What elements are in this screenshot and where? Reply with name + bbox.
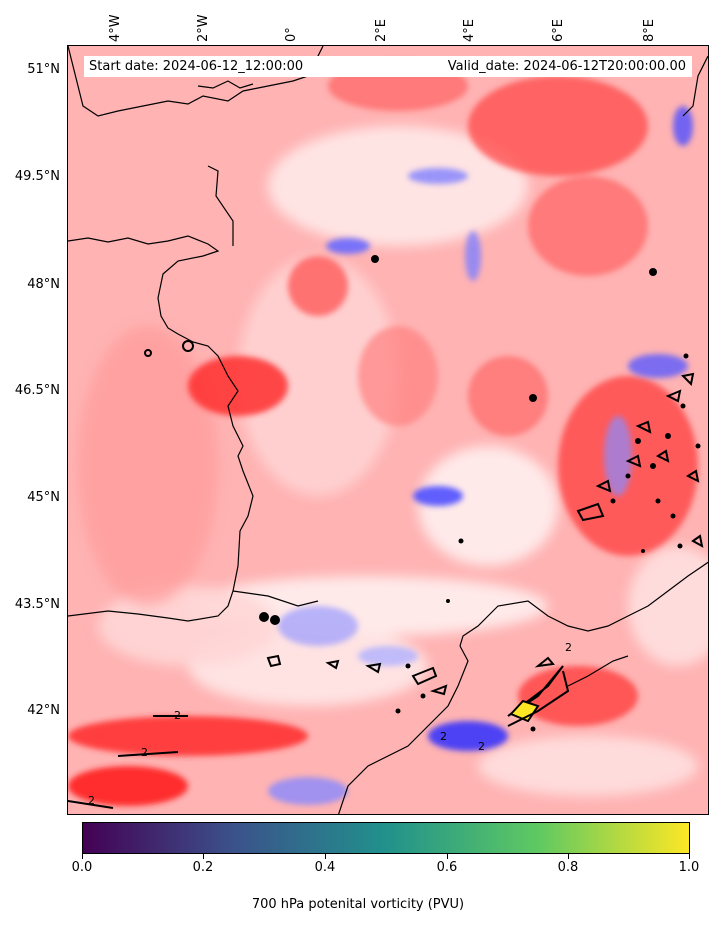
colorbar-tick-label: 0.4 bbox=[314, 860, 336, 875]
start-date-label: Start date: 2024-06-12_12:00:00 bbox=[89, 59, 304, 74]
colorbar-tick-label: 0.2 bbox=[192, 860, 214, 875]
lat-label-42n: 42°N bbox=[27, 703, 60, 718]
map-panel: 2 2 2 2 2 2 Start date: 2024-06-12_12:00… bbox=[67, 45, 709, 815]
lat-label-43-5n: 43.5°N bbox=[14, 597, 60, 612]
coastlines bbox=[68, 46, 708, 814]
colorbar-tick bbox=[689, 854, 690, 859]
lon-label-2e: 2°E bbox=[374, 19, 389, 42]
contour-labels: 2 2 2 2 2 2 bbox=[88, 641, 572, 807]
colorbar-tick bbox=[568, 854, 569, 859]
pv-contour-dots bbox=[395, 353, 701, 732]
colorbar-tick-label: 0.0 bbox=[71, 860, 93, 875]
colorbar bbox=[82, 822, 690, 854]
lon-label-8e: 8°E bbox=[642, 19, 657, 42]
svg-text:2: 2 bbox=[174, 709, 181, 722]
date-info-box: Start date: 2024-06-12_12:00:00 Valid_da… bbox=[84, 56, 692, 77]
colorbar-tick bbox=[325, 854, 326, 859]
svg-text:2: 2 bbox=[440, 730, 447, 743]
svg-text:2: 2 bbox=[478, 740, 485, 753]
svg-text:2: 2 bbox=[565, 641, 572, 654]
colorbar-tick-label: 0.8 bbox=[557, 860, 579, 875]
svg-text:2: 2 bbox=[141, 746, 148, 759]
lat-label-45n: 45°N bbox=[27, 490, 60, 505]
lon-label-0: 0° bbox=[284, 27, 299, 42]
colorbar-tick-label: 0.6 bbox=[436, 860, 458, 875]
lat-label-48n: 48°N bbox=[27, 277, 60, 292]
lon-label-4w: 4°W bbox=[108, 14, 123, 42]
lat-label-46-5n: 46.5°N bbox=[14, 383, 60, 398]
lon-label-4e: 4°E bbox=[462, 19, 477, 42]
field-layer-blue bbox=[268, 106, 693, 805]
colorbar-tick bbox=[82, 854, 83, 859]
colorbar-tick-label: 1.0 bbox=[678, 860, 700, 875]
lon-label-6e: 6°E bbox=[551, 19, 566, 42]
pv-contours bbox=[68, 255, 704, 809]
colorbar-title: 700 hPa potenital vorticity (PVU) bbox=[251, 897, 465, 912]
svg-text:2: 2 bbox=[88, 794, 95, 807]
colorbar-tick bbox=[203, 854, 204, 859]
lat-label-51n: 51°N bbox=[27, 62, 60, 77]
lon-label-2w: 2°W bbox=[196, 14, 211, 42]
lat-label-49-5n: 49.5°N bbox=[14, 169, 60, 184]
vorticity-map: 2 2 2 2 2 2 bbox=[68, 46, 708, 814]
high-pv-contour bbox=[507, 670, 570, 727]
valid-date-label: Valid_date: 2024-06-12T20:00:00.00 bbox=[447, 59, 686, 74]
field-layer-light bbox=[78, 126, 708, 796]
colorbar-tick bbox=[447, 854, 448, 859]
